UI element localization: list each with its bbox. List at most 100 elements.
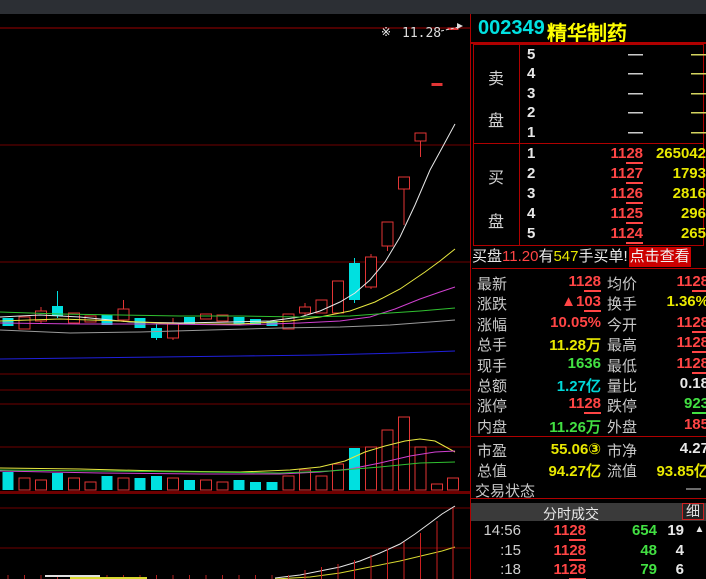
trading-status-row: 交易状态 — (471, 479, 706, 500)
price-main: 9 (683, 395, 693, 413)
quote-value: 1636 (567, 354, 601, 372)
lower-white (274, 505, 456, 579)
buy-row[interactable]: 2 1127 1793 (520, 164, 706, 184)
level-number: 5 (527, 46, 536, 63)
candle-up (398, 176, 410, 190)
candle-up (84, 315, 97, 323)
level-volume: 296 (680, 205, 706, 222)
buy-row[interactable]: 4 1125 296 (520, 204, 706, 224)
quote-value: 11.26万 (549, 418, 601, 436)
price-main: 11 (610, 225, 627, 242)
quote-panel: 002349 精华制药 卖 盘 5— —4— —3— —2— —1— — 买 盘 1 112… (470, 14, 706, 579)
sell-row[interactable]: 1 — — (520, 123, 706, 142)
buy-row[interactable]: 3 1126 2816 (520, 184, 706, 204)
quote-value: 1128 (676, 334, 706, 354)
price-main: 11 (676, 354, 693, 372)
candle-up (381, 221, 394, 247)
volume-bar-up (200, 479, 212, 491)
quote-value: 11.28万 (549, 337, 601, 355)
price-decimal-underlined: 03 (584, 293, 601, 313)
kline-chart-area[interactable]: ※ 11.28 (0, 0, 470, 579)
title-divider (471, 42, 706, 44)
tick-price: 1128 (553, 541, 586, 561)
volume-bar-up (447, 477, 459, 491)
kline-chart-svg[interactable]: ※ 11.28 (0, 0, 470, 579)
scroll-up-arrow[interactable]: ▲ (694, 524, 705, 535)
limit-price-marker-icon: ※ (381, 25, 391, 39)
ticker-row: :18 1128 79 6 (471, 560, 706, 579)
level-volume: 2816 (672, 185, 706, 202)
level-volume: — (691, 84, 706, 102)
level-number: 3 (527, 185, 536, 202)
tick-time: :15 (500, 541, 521, 559)
quote-label: 跌停 (607, 398, 638, 416)
volume-bar-up (216, 481, 229, 491)
candle-up (414, 132, 427, 142)
stock-title: 002349 精华制药 (471, 15, 706, 45)
candle-down (134, 318, 146, 328)
sell-row[interactable]: 4 — — (520, 64, 706, 83)
sell-row[interactable]: 2 — — (520, 103, 706, 122)
quote-label: 内盘 (477, 418, 508, 436)
detail-button[interactable]: 细 (682, 503, 704, 520)
sell-label-top: 卖 (488, 71, 505, 88)
quote-label: 市盈 (477, 443, 508, 460)
quote-value: 10.05% (550, 313, 601, 331)
sell-row[interactable]: 5 — — (520, 45, 706, 64)
ticker-tab-bar: 分时成交 细 (471, 503, 706, 522)
price-decimal-underlined: 28 (692, 334, 706, 354)
buy-order-alert: 买盘11.20有547手买单! 点击查看 (472, 247, 706, 269)
level-price: — (628, 65, 643, 83)
ma-blue (0, 350, 456, 360)
level-price: 1128 (610, 145, 643, 164)
quote-value: 94.27亿 (548, 463, 601, 481)
level-volume: 265042 (655, 145, 706, 162)
tab-tick-trades[interactable]: 分时成交 (543, 506, 599, 522)
alert-count: 547 (553, 248, 579, 265)
quote-label: 最低 (607, 357, 638, 375)
lower-segment (45, 575, 100, 577)
quote-label: 换手 (607, 296, 638, 314)
price-decimal-underlined: 28 (569, 522, 586, 541)
tick-count: 6 (675, 561, 684, 578)
candle-up (68, 312, 80, 324)
price-decimal-underlined: 28 (692, 273, 706, 292)
tick-time: :18 (500, 561, 521, 578)
tick-price: 1128 (553, 561, 586, 579)
candle-down (151, 328, 162, 338)
candle-up (299, 306, 311, 314)
price-decimal-underlined: 28 (584, 395, 601, 415)
price-decimal-underlined: 28 (692, 354, 706, 374)
quote-value: 1.27亿 (556, 377, 601, 395)
level-price: — (628, 84, 643, 102)
candle-up (216, 314, 229, 322)
quote-row: 涨幅 10.05% 今开 1128 (471, 312, 706, 334)
volume-bar-down (101, 476, 113, 490)
vol-ma-green (0, 461, 456, 474)
buy-row[interactable]: 1 1128 265042 (520, 144, 706, 164)
click-to-view-button[interactable]: 点击查看 (628, 247, 691, 267)
quote-value: 0.18 (679, 374, 706, 392)
quote-row: 最新 1128 均价 1128 (471, 271, 706, 293)
buy-row[interactable]: 5 1124 265 (520, 224, 706, 244)
level-number: 5 (527, 225, 536, 242)
buy-queue-box: 买 盘 1 1128 265042 2 1127 1793 3 1126 2816 4 1125 29… (473, 143, 706, 246)
price-main: 11 (676, 273, 693, 290)
quote-value: 1128 (676, 354, 706, 374)
alert-text-2: 有 (538, 248, 554, 265)
price-decimal-underlined: 28 (692, 313, 706, 333)
level-price: 1124 (610, 225, 643, 244)
quote-label: 涨幅 (477, 316, 508, 334)
volume-bar-up (117, 477, 130, 491)
candle-down (233, 317, 245, 324)
price-decimal-underlined: 28 (584, 273, 601, 292)
sell-row[interactable]: 3 — — (520, 84, 706, 103)
ma-magenta (0, 286, 456, 326)
ma-green (0, 307, 456, 318)
window-top-strip (0, 0, 706, 14)
level-number: 1 (527, 123, 536, 141)
quote-row: 总手 11.28万 最高 1128 (471, 332, 706, 355)
stock-name: 精华制药 (547, 23, 627, 45)
alert-text-1: 买盘 (472, 248, 503, 265)
